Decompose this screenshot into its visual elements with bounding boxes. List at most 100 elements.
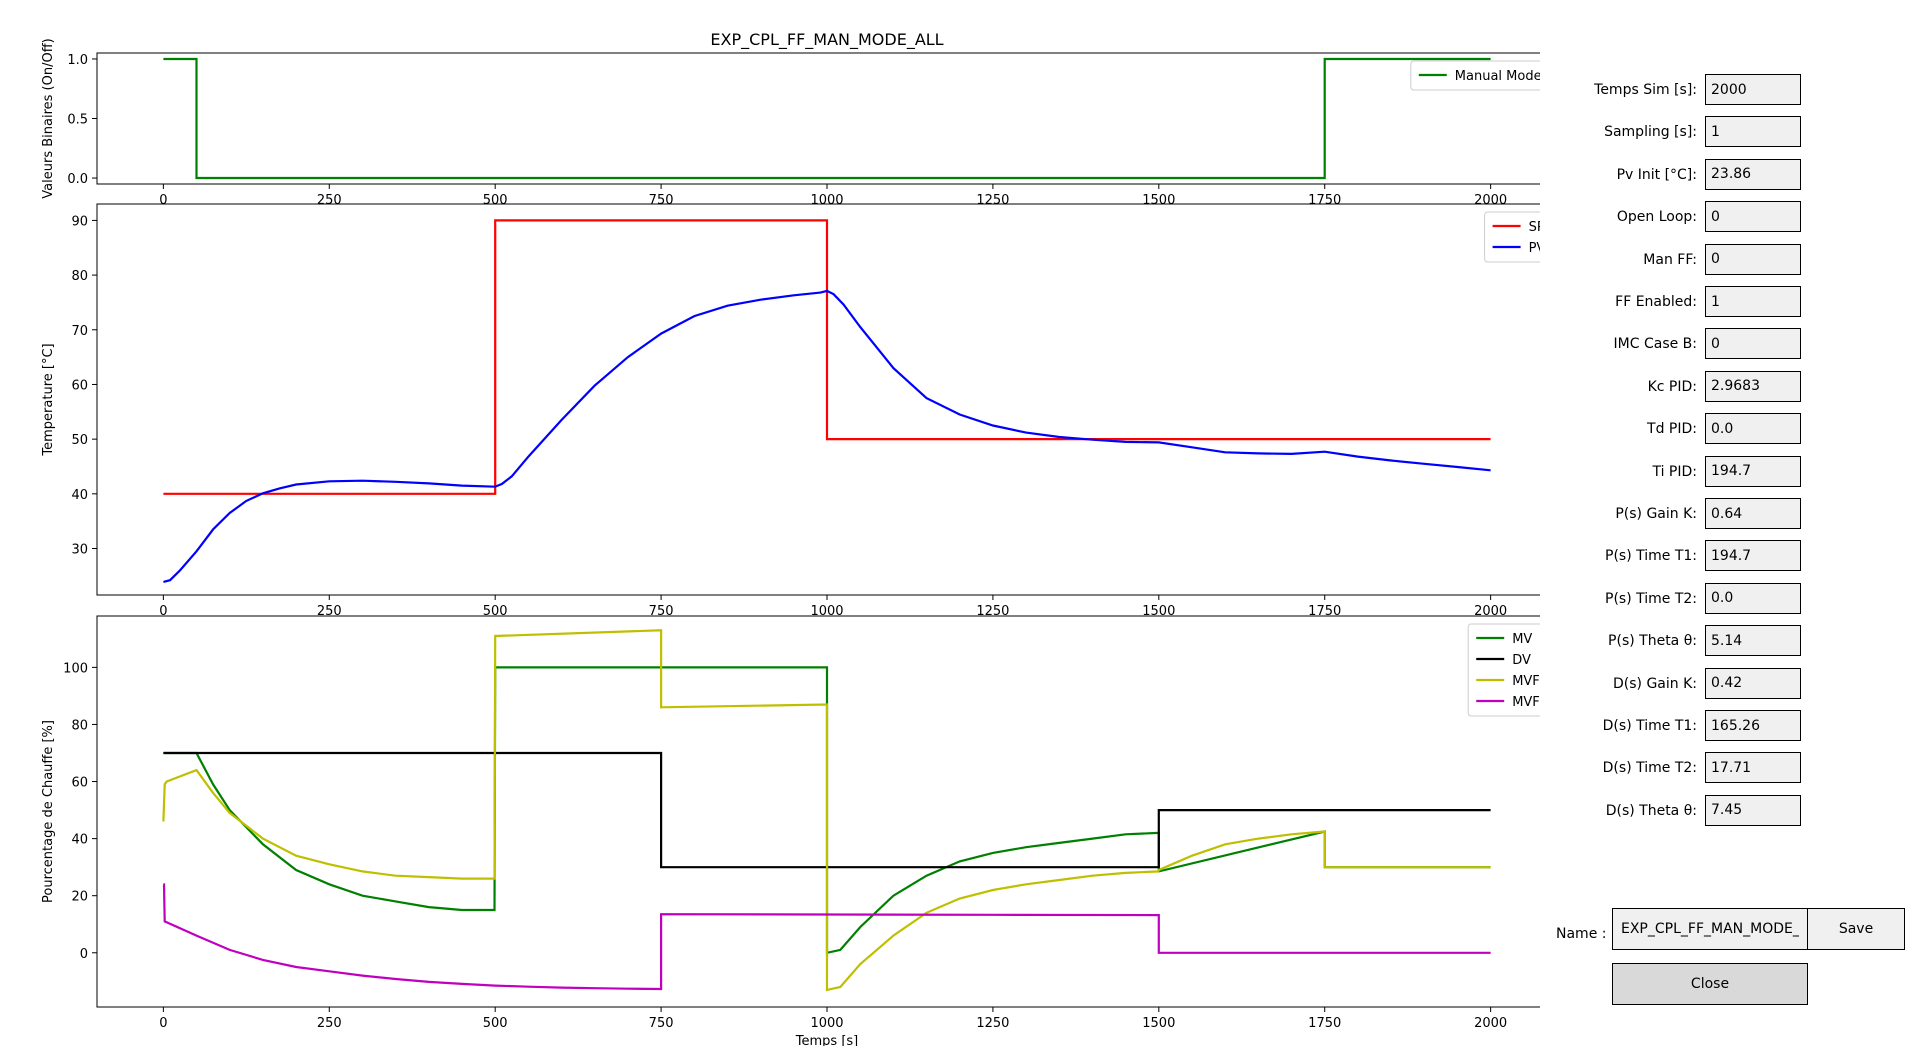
param-input[interactable] (1705, 752, 1801, 784)
param-row: P(s) Time T1: (1540, 540, 1801, 572)
param-input[interactable] (1705, 201, 1801, 233)
param-input[interactable] (1705, 116, 1801, 148)
close-button[interactable]: Close (1612, 963, 1808, 1005)
x-tick-label: 1500 (1142, 193, 1175, 208)
x-tick-label: 1500 (1142, 604, 1175, 619)
legend-label: MVFF (1512, 695, 1540, 710)
plot-frame (96, 52, 1540, 185)
x-tick-label: 1750 (1308, 193, 1341, 208)
param-input[interactable] (1705, 625, 1801, 657)
legend-label: MVFB (1512, 674, 1540, 689)
param-input[interactable] (1705, 498, 1801, 529)
param-input[interactable] (1705, 710, 1801, 741)
param-row: Pv Init [°C]: (1540, 158, 1801, 191)
y-axis-label: Valeurs Binaires (On/Off) (41, 38, 56, 198)
series-line-sp (163, 219, 1491, 495)
param-row: D(s) Gain K: (1540, 667, 1801, 700)
charts-area: 0 250 500 750 1000 1250 1500 1750 2000 0.0 0.5 1.0 V… (41, 30, 1540, 1046)
y-tick-label: 60 (71, 378, 88, 393)
x-tick-label: 1500 (1142, 1016, 1175, 1031)
param-input[interactable] (1705, 328, 1801, 360)
x-tick-label: 1000 (810, 193, 843, 208)
y-tick-label: 40 (71, 833, 88, 848)
plot-frame (96, 203, 1540, 596)
save-button[interactable]: Save (1807, 908, 1905, 950)
legend-label: MV (1512, 632, 1532, 647)
param-input[interactable] (1705, 158, 1801, 190)
param-row: D(s) Time T1: (1540, 710, 1801, 742)
param-label: P(s) Time T1: (1605, 548, 1697, 565)
y-tick-label: 20 (71, 890, 88, 905)
y-tick-label: 30 (71, 543, 88, 558)
legend-box (1467, 623, 1540, 717)
name-input[interactable] (1612, 908, 1808, 950)
param-label: Man FF: (1643, 251, 1697, 268)
param-input[interactable] (1705, 667, 1801, 699)
series-line-mvff (162, 883, 1491, 991)
param-label: Kc PID: (1647, 378, 1697, 395)
param-row: D(s) Time T2: (1540, 752, 1801, 784)
y-tick-label: 0.5 (67, 113, 88, 128)
y-tick-label: 80 (71, 269, 88, 284)
x-tick-label: 1250 (976, 1016, 1009, 1031)
param-input[interactable] (1705, 582, 1801, 614)
series-line-manual mode (163, 57, 1491, 180)
legend-label: SP (1529, 220, 1540, 235)
y-tick-label: 70 (71, 324, 88, 339)
x-axis-label: Temps [s] (795, 1034, 858, 1046)
legend-box (1410, 60, 1540, 91)
x-tick-label: 1000 (810, 1016, 843, 1031)
x-tick-label: 500 (483, 604, 508, 619)
param-input[interactable] (1705, 74, 1801, 105)
param-row: Sampling [s]: (1540, 116, 1801, 148)
legend-label: DV (1512, 653, 1531, 668)
param-label: Sampling [s]: (1604, 124, 1697, 141)
y-tick-label: 1.0 (67, 53, 88, 68)
param-row: Kc PID: (1540, 370, 1801, 403)
param-input[interactable] (1705, 286, 1801, 317)
param-label: D(s) Gain K: (1613, 675, 1697, 692)
param-row: P(s) Gain K: (1540, 498, 1801, 530)
x-tick-label: 1250 (976, 193, 1009, 208)
y-tick-label: 40 (71, 488, 88, 503)
param-input[interactable] (1705, 370, 1801, 402)
x-tick-label: 250 (317, 1016, 342, 1031)
param-label: P(s) Time T2: (1605, 590, 1697, 607)
series-line-dv (163, 751, 1491, 869)
param-input[interactable] (1705, 243, 1801, 275)
y-tick-label: 0.0 (67, 172, 88, 187)
x-tick-label: 750 (649, 1016, 674, 1031)
x-tick-label: 1750 (1308, 604, 1341, 619)
x-tick-label: 750 (649, 193, 674, 208)
x-tick-label: 1750 (1308, 1016, 1341, 1031)
param-label: D(s) Time T1: (1602, 718, 1697, 734)
x-tick-label: 2000 (1474, 193, 1507, 208)
param-input[interactable] (1705, 540, 1801, 572)
x-tick-label: 750 (649, 604, 674, 619)
param-input[interactable] (1705, 794, 1801, 826)
x-tick-label: 2000 (1474, 604, 1507, 619)
x-tick-label: 1250 (976, 604, 1009, 619)
plot-frame (96, 615, 1540, 1008)
x-tick-label: 500 (483, 1016, 508, 1031)
param-row: P(s) Theta θ: (1540, 625, 1801, 657)
series-line-pv (163, 289, 1491, 583)
param-row: Ti PID: (1540, 455, 1801, 488)
y-tick-label: 0 (80, 947, 88, 962)
x-tick-label: 500 (483, 193, 508, 208)
legend-box (1484, 211, 1540, 263)
y-tick-label: 60 (71, 776, 88, 791)
y-tick-label: 80 (71, 718, 88, 733)
x-tick-label: 0 (159, 604, 167, 619)
param-label: IMC Case B: (1613, 336, 1697, 353)
x-tick-label: 250 (317, 193, 342, 208)
param-label: Pv Init [°C]: (1616, 166, 1697, 183)
x-tick-label: 1000 (810, 604, 843, 619)
param-input[interactable] (1705, 413, 1801, 445)
chart-title: EXP_CPL_FF_MAN_MODE_ALL (710, 30, 943, 50)
param-input[interactable] (1705, 455, 1801, 487)
param-label: P(s) Theta θ: (1608, 633, 1697, 650)
series-line-mvfb (162, 629, 1491, 992)
y-axis-label: Temperature [°C] (41, 343, 56, 456)
param-label: P(s) Gain K: (1615, 506, 1697, 522)
